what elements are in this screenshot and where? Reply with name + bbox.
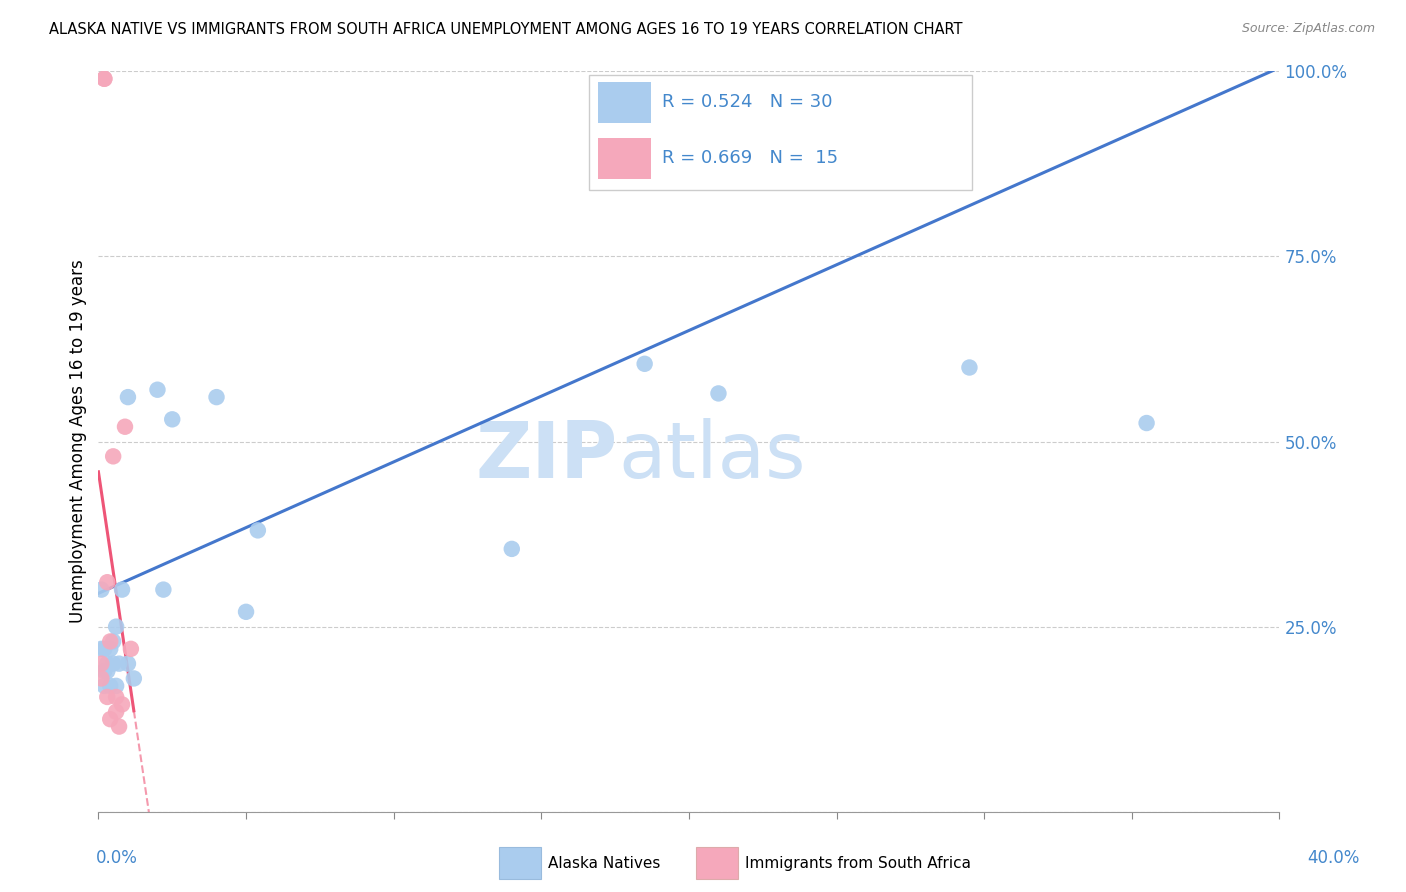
Point bbox=[98, 712, 121, 726]
Point bbox=[90, 641, 112, 656]
Text: R = 0.669   N =  15: R = 0.669 N = 15 bbox=[662, 149, 838, 167]
Point bbox=[105, 690, 128, 704]
Point bbox=[96, 657, 118, 671]
Point bbox=[96, 664, 118, 678]
Point bbox=[162, 412, 183, 426]
Text: Source: ZipAtlas.com: Source: ZipAtlas.com bbox=[1241, 22, 1375, 36]
Point bbox=[114, 419, 136, 434]
Point bbox=[117, 390, 139, 404]
FancyBboxPatch shape bbox=[589, 75, 973, 190]
Point bbox=[959, 360, 981, 375]
FancyBboxPatch shape bbox=[598, 82, 651, 123]
Point bbox=[105, 679, 128, 693]
Point bbox=[111, 582, 134, 597]
Point bbox=[93, 664, 115, 678]
Point bbox=[707, 386, 730, 401]
Point bbox=[93, 679, 115, 693]
Point bbox=[205, 390, 228, 404]
Point bbox=[98, 634, 121, 648]
Point bbox=[98, 679, 121, 693]
Point bbox=[103, 450, 125, 464]
Text: atlas: atlas bbox=[619, 418, 806, 494]
Point bbox=[796, 79, 818, 94]
Point bbox=[98, 641, 121, 656]
Point bbox=[93, 71, 115, 86]
Text: 0.0%: 0.0% bbox=[96, 849, 138, 867]
Point bbox=[93, 71, 115, 86]
Point bbox=[108, 657, 131, 671]
FancyBboxPatch shape bbox=[598, 138, 651, 178]
Point bbox=[93, 641, 115, 656]
Text: Alaska Natives: Alaska Natives bbox=[548, 856, 661, 871]
Point bbox=[235, 605, 257, 619]
Point bbox=[108, 720, 131, 734]
Text: ALASKA NATIVE VS IMMIGRANTS FROM SOUTH AFRICA UNEMPLOYMENT AMONG AGES 16 TO 19 Y: ALASKA NATIVE VS IMMIGRANTS FROM SOUTH A… bbox=[49, 22, 963, 37]
Point bbox=[90, 657, 112, 671]
Point bbox=[146, 383, 169, 397]
Text: 40.0%: 40.0% bbox=[1308, 849, 1360, 867]
Point bbox=[96, 575, 118, 590]
Text: ZIP: ZIP bbox=[475, 418, 619, 494]
Point bbox=[105, 619, 128, 633]
Text: R = 0.524   N = 30: R = 0.524 N = 30 bbox=[662, 94, 832, 112]
Point bbox=[103, 657, 125, 671]
Point bbox=[501, 541, 523, 556]
Point bbox=[634, 357, 657, 371]
Point bbox=[103, 634, 125, 648]
Text: Immigrants from South Africa: Immigrants from South Africa bbox=[745, 856, 972, 871]
Point bbox=[1136, 416, 1159, 430]
Point bbox=[246, 524, 269, 538]
Point bbox=[90, 582, 112, 597]
Point bbox=[111, 698, 134, 712]
Point bbox=[122, 672, 145, 686]
Point bbox=[152, 582, 174, 597]
Point bbox=[117, 657, 139, 671]
Point bbox=[90, 672, 112, 686]
Point bbox=[120, 641, 142, 656]
Point bbox=[105, 705, 128, 719]
Y-axis label: Unemployment Among Ages 16 to 19 years: Unemployment Among Ages 16 to 19 years bbox=[69, 260, 87, 624]
Point bbox=[96, 690, 118, 704]
